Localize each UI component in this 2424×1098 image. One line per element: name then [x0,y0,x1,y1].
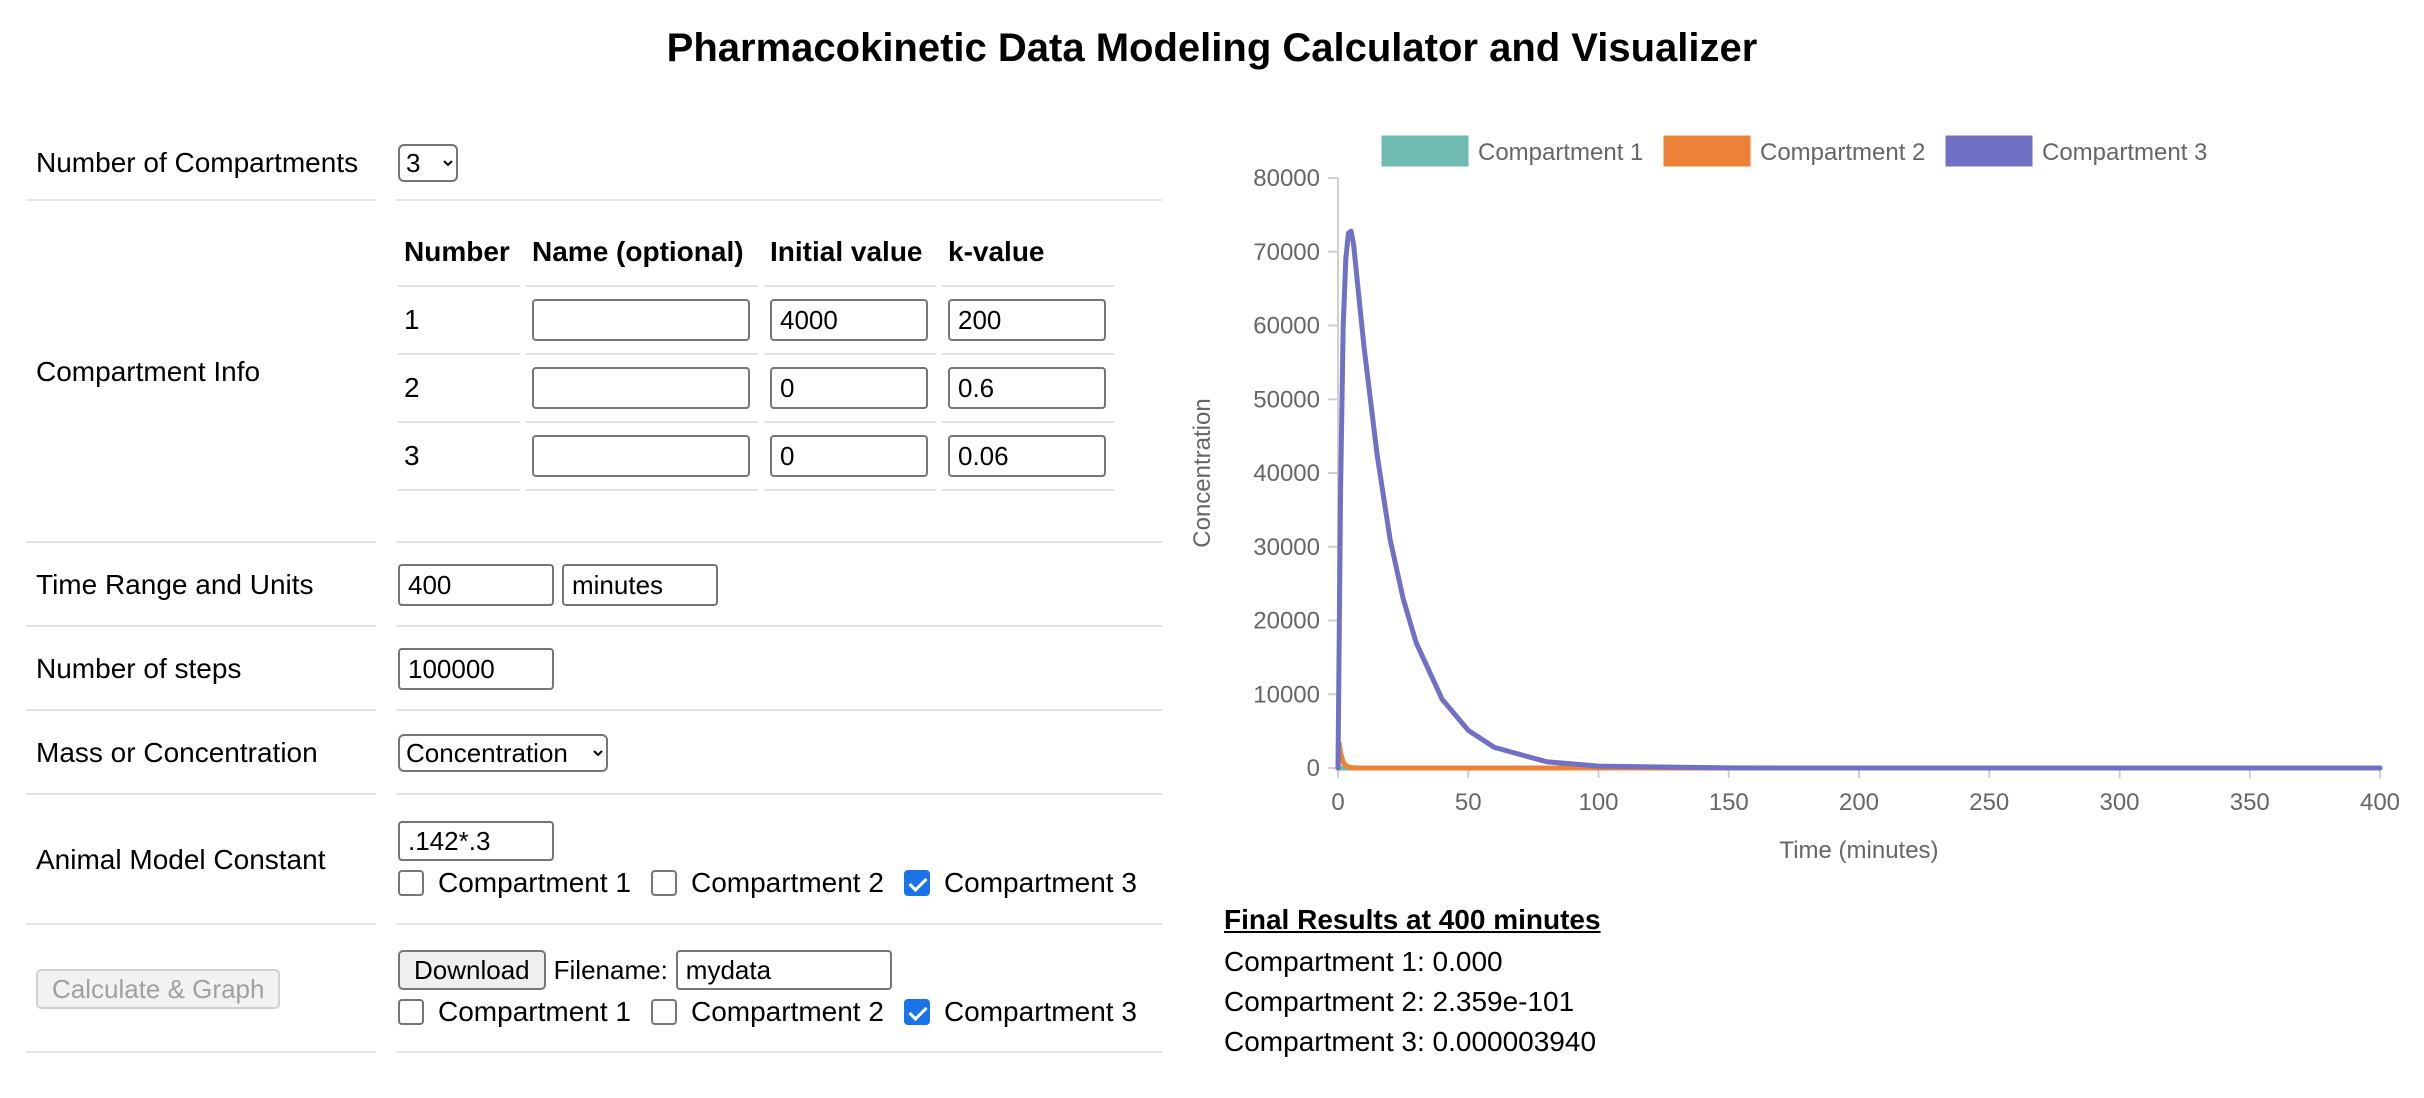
animal-constant-input[interactable] [398,821,554,861]
legend-label: Compartment 2 [1760,139,1925,166]
result-line: Compartment 1: 0.000 [1224,946,1503,977]
download-checkbox-3[interactable]: Compartment 3 [903,996,1137,1028]
steps-label: Number of steps [36,653,242,684]
animal-constant-checkboxes: Compartment 1 Compartment 2 Compartment … [398,867,1157,899]
checkbox-box[interactable] [398,999,424,1025]
checkbox-box-checked[interactable] [903,999,930,1025]
row-num-compartments: Number of Compartments 3 [26,125,1162,201]
time-range-input[interactable] [398,564,554,606]
settings-form: Number of Compartments 3 Compartment Inf… [26,125,1162,1053]
x-tick-label: 50 [1455,789,1482,816]
download-checkbox-2[interactable]: Compartment 2 [650,996,884,1028]
result-line: Compartment 2: 2.359e-101 [1224,986,1575,1017]
y-tick-label: 20000 [1253,608,1320,635]
table-row: 1 [398,287,1114,355]
row-steps: Number of steps [26,627,1162,711]
y-tick-label: 30000 [1253,534,1320,561]
row-time-range: Time Range and Units [26,543,1162,627]
row-compartment-info: Compartment Info Number Name (optional) … [26,201,1162,543]
k-input-2[interactable] [948,367,1106,409]
concentration-chart: 0 10000 20000 30000 40000 50000 60000 70000 8000… [1180,120,2424,880]
chart-svg: 0 10000 20000 30000 40000 50000 60000 70000 8000… [1189,135,2400,864]
compartment-number: 1 [398,287,520,355]
col-k: k-value [942,219,1114,287]
table-row: 2 [398,355,1114,423]
y-tick-label: 70000 [1253,239,1320,266]
y-tick-label: 10000 [1253,681,1320,708]
mass-conc-label: Mass or Concentration [36,737,318,768]
x-tick-label: 300 [2099,789,2139,816]
num-compartments-select[interactable]: 3 [398,144,458,182]
results-title: Final Results at 400 minutes [1224,904,1601,935]
compartment-number: 2 [398,355,520,423]
col-name: Name (optional) [526,219,758,287]
y-tick-label: 50000 [1253,386,1320,413]
animal-constant-label: Animal Model Constant [36,844,326,875]
row-animal-constant: Animal Model Constant Compartment 1 Comp… [26,795,1162,925]
row-calculate-download: Calculate & Graph Download Filename: Com… [26,925,1162,1053]
num-compartments-label: Number of Compartments [36,147,359,178]
k-input-3[interactable] [948,435,1106,477]
animal-checkbox-2[interactable]: Compartment 2 [650,867,884,899]
legend-label: Compartment 1 [1478,139,1643,166]
compartment-info-label: Compartment Info [36,356,261,387]
result-line: Compartment 3: 0.000003940 [1224,1026,1597,1057]
steps-input[interactable] [398,648,554,690]
y-axis-label: Concentration [1189,398,1216,547]
page-title: Pharmacokinetic Data Modeling Calculator… [666,26,1758,70]
final-results: Final Results at 400 minutes Compartment… [1224,904,1601,1066]
y-tick-label: 80000 [1253,165,1320,192]
x-tick-label: 350 [2230,789,2270,816]
series-line-3 [1335,228,2383,771]
table-row: 3 [398,423,1114,491]
compartment-number: 3 [398,423,520,491]
y-tick-label: 0 [1307,755,1320,782]
mass-conc-select[interactable]: Concentration [398,734,608,772]
legend-label: Compartment 3 [2042,139,2207,166]
checkbox-box[interactable] [650,870,677,896]
compartment-table: Number Name (optional) Initial value k-v… [392,219,1120,491]
legend-swatch [1381,135,1469,167]
initial-input-1[interactable] [770,299,928,341]
name-input-3[interactable] [532,435,750,477]
name-input-2[interactable] [532,367,750,409]
k-input-1[interactable] [948,299,1106,341]
animal-checkbox-1[interactable]: Compartment 1 [398,867,631,899]
x-axis-label: Time (minutes) [1779,837,1938,864]
initial-input-2[interactable] [770,367,928,409]
time-range-label: Time Range and Units [36,569,314,600]
checkbox-box[interactable] [650,999,677,1025]
row-mass-conc: Mass or Concentration Concentration [26,711,1162,795]
checkbox-box[interactable] [398,870,424,896]
initial-input-3[interactable] [770,435,928,477]
x-tick-label: 100 [1578,789,1618,816]
x-tick-label: 150 [1709,789,1749,816]
download-checkbox-1[interactable]: Compartment 1 [398,996,631,1028]
x-tick-label: 0 [1331,789,1344,816]
col-initial: Initial value [764,219,936,287]
download-checkboxes: Compartment 1 Compartment 2 Compartment … [398,996,1157,1028]
filename-input[interactable] [675,950,892,990]
col-number: Number [398,219,520,287]
x-tick-label: 400 [2360,789,2400,816]
legend-swatch [1663,135,1751,167]
filename-label: Filename: [553,954,668,985]
time-units-input[interactable] [562,564,718,606]
y-tick-label: 40000 [1253,460,1320,487]
y-tick-label: 60000 [1253,313,1320,340]
checkbox-box-checked[interactable] [903,870,930,896]
x-tick-label: 250 [1969,789,2009,816]
calculate-graph-button[interactable]: Calculate & Graph [36,969,281,1009]
legend-swatch [1945,135,2033,167]
animal-checkbox-3[interactable]: Compartment 3 [903,867,1137,899]
name-input-1[interactable] [532,299,750,341]
x-tick-label: 200 [1839,789,1879,816]
download-button[interactable]: Download [398,950,546,990]
